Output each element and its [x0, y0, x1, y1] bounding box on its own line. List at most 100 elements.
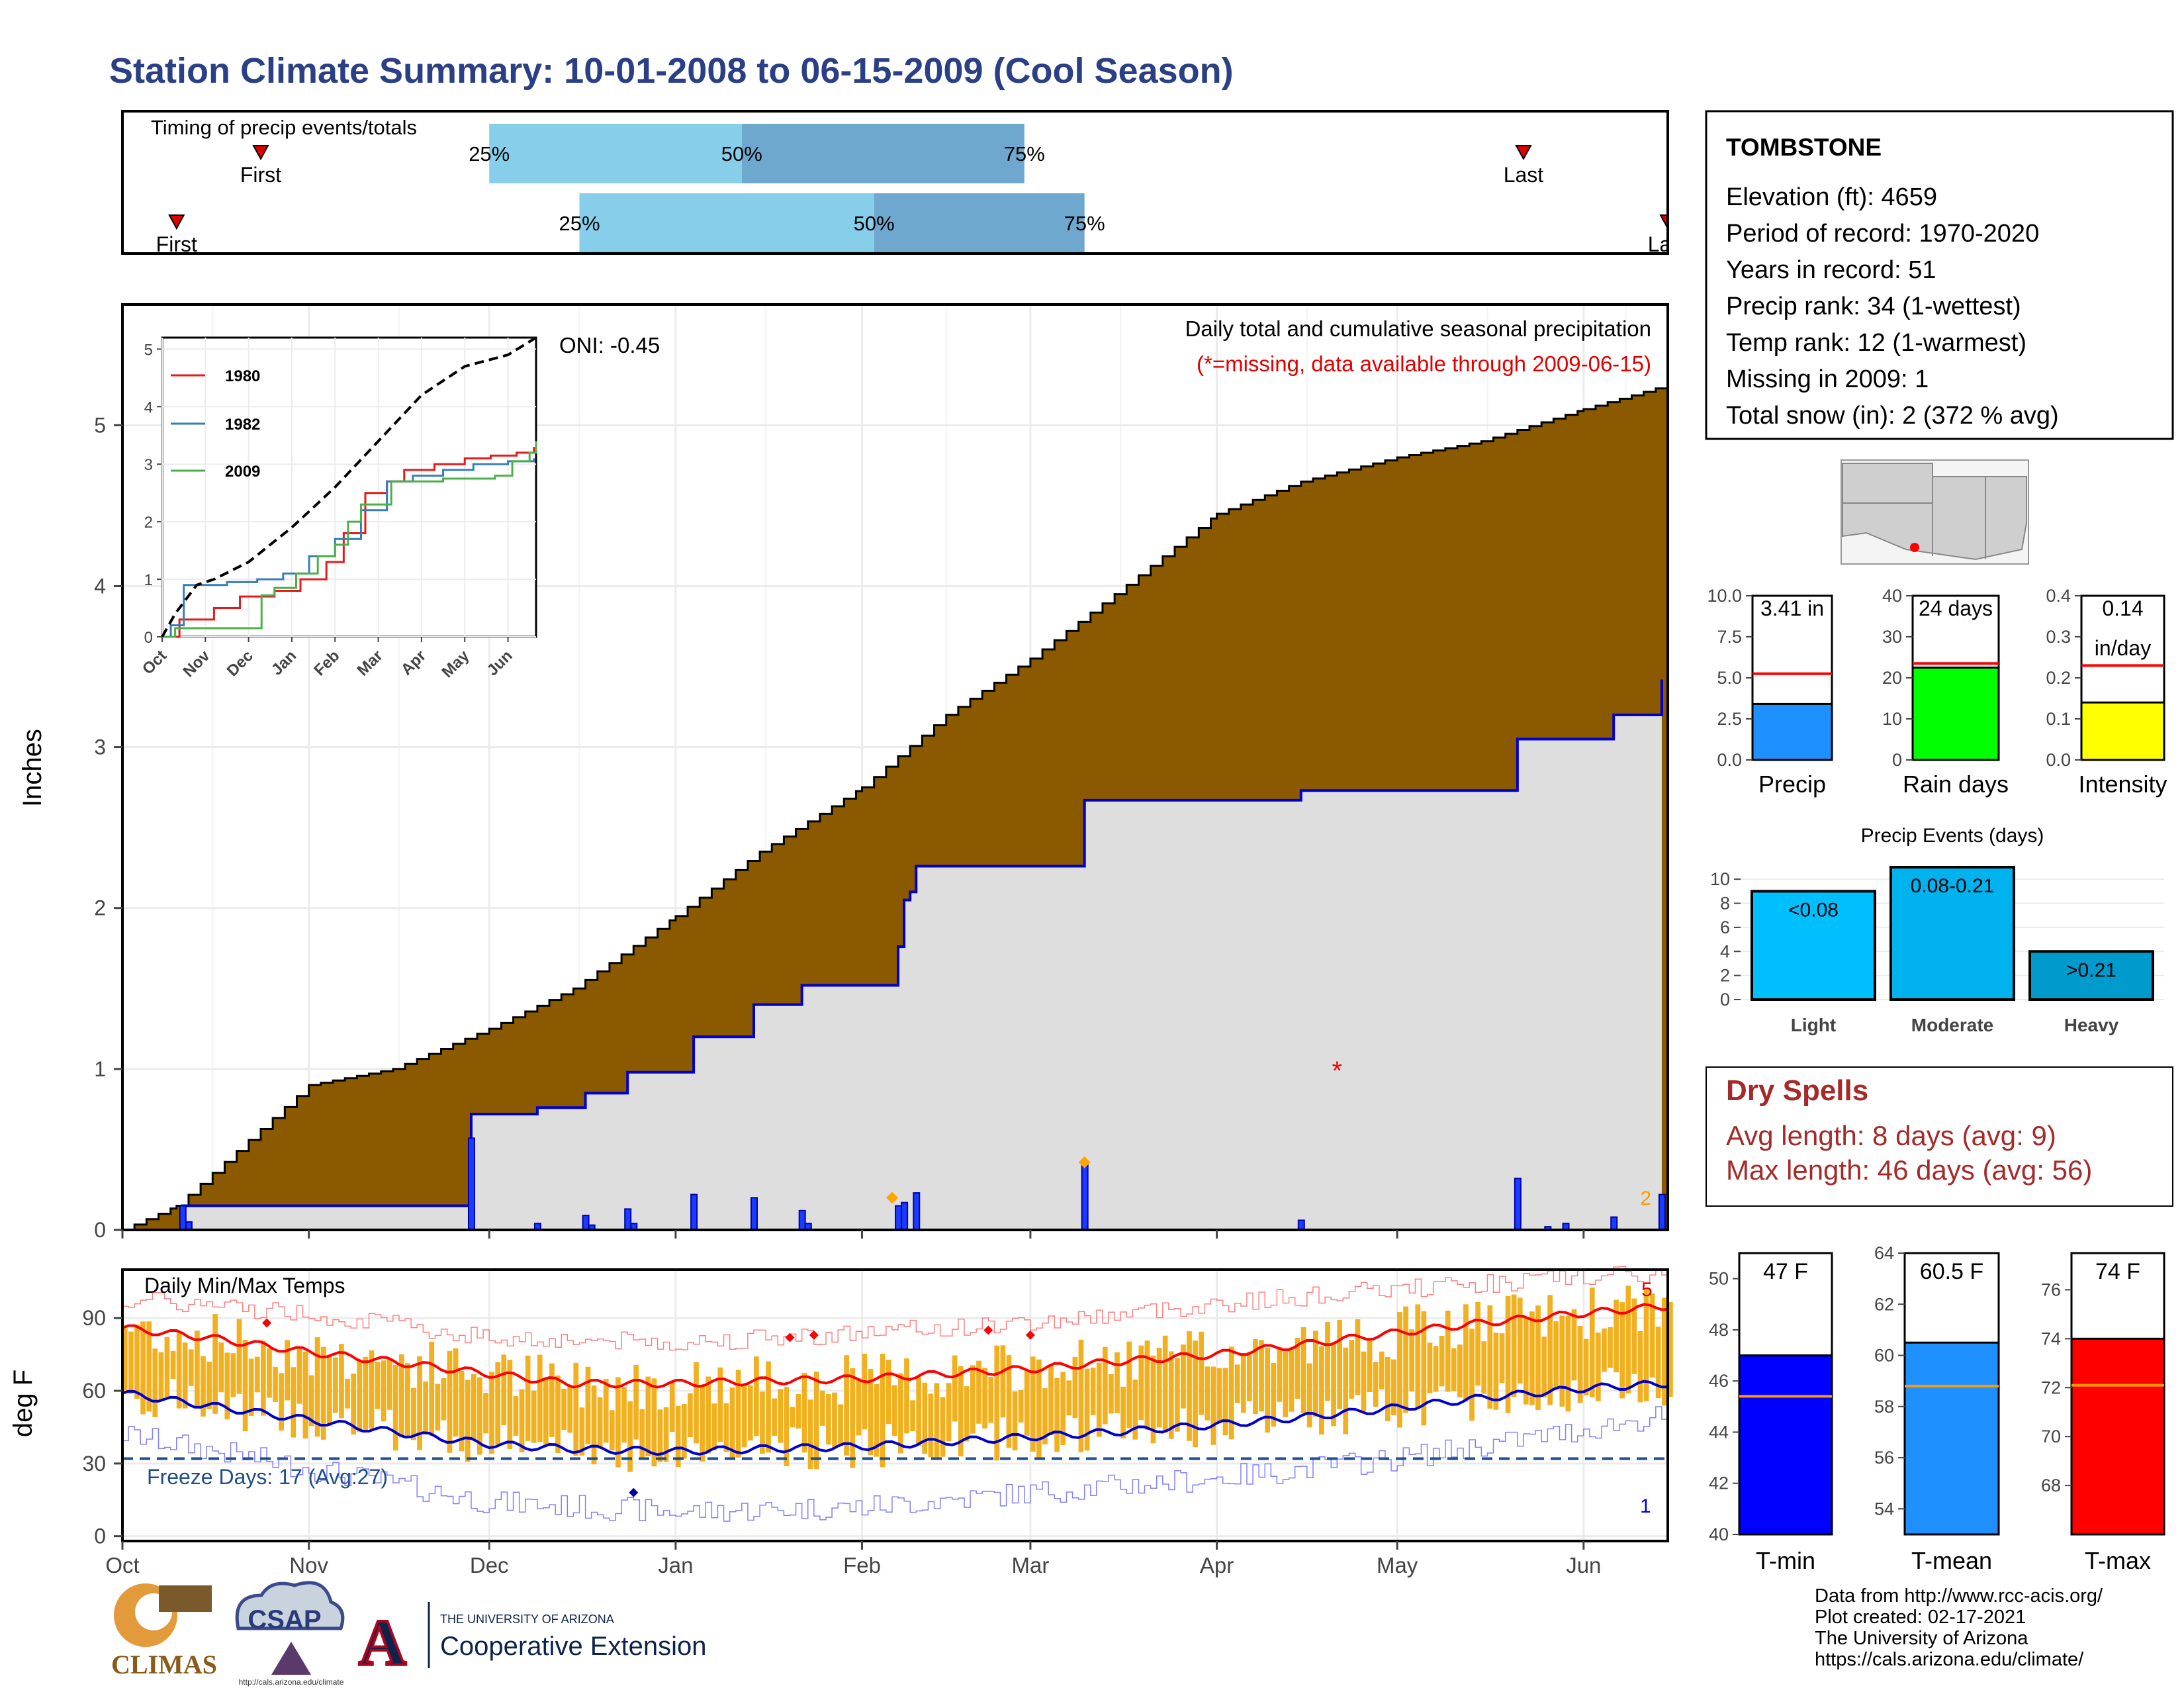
credit-line-1: Data from http://www.rcc-acis.org/	[1815, 1585, 2103, 1607]
daily-temp-bar	[790, 1407, 796, 1428]
daily-temp-bar	[339, 1344, 344, 1419]
daily-precip-bar	[1514, 1178, 1522, 1231]
daily-temp-bar	[549, 1363, 555, 1437]
daily-temp-bar	[170, 1350, 176, 1380]
daily-temp-bar	[267, 1348, 272, 1398]
daily-temp-bar	[1144, 1340, 1150, 1430]
station-info-line: Missing in 2009: 1	[1726, 365, 1929, 393]
temp-summary-t-max-tick-label: 76	[2041, 1280, 2061, 1299]
daily-temp-bar	[1655, 1327, 1661, 1399]
daily-temp-bar	[735, 1370, 741, 1458]
daily-temp-bar	[832, 1392, 837, 1449]
daily-temp-bar	[1156, 1348, 1162, 1428]
timing-label-25: 25%	[559, 212, 600, 235]
daily-temp-bar	[1234, 1364, 1240, 1403]
daily-temp-bar	[345, 1378, 350, 1409]
daily-temp-bar	[1343, 1347, 1349, 1434]
temp-x-tick-label: Dec	[470, 1553, 509, 1577]
station-name: TOMBSTONE	[1726, 134, 1882, 161]
daily-temp-bar	[218, 1342, 224, 1393]
daily-temp-bar	[711, 1403, 717, 1451]
daily-temp-bar	[1240, 1352, 1246, 1413]
daily-temp-bar	[242, 1339, 248, 1432]
daily-temp-bar	[453, 1348, 459, 1437]
dry-spells-avg: Avg length: 8 days (avg: 9)	[1726, 1120, 2056, 1151]
daily-temp-bar	[1415, 1304, 1421, 1409]
daily-temp-bar	[904, 1358, 909, 1434]
daily-temp-bar	[212, 1314, 218, 1414]
daily-temp-bar	[844, 1355, 849, 1456]
daily-temp-bar	[1439, 1335, 1445, 1387]
daily-temp-bar	[1283, 1351, 1289, 1417]
daily-temp-bar	[543, 1377, 549, 1444]
timing-last-label: Last	[1504, 163, 1544, 187]
daily-temp-bar	[483, 1393, 488, 1434]
daily-temp-bar	[645, 1376, 651, 1457]
season-rain-days-tick-label: 10	[1882, 709, 1902, 729]
timing-label-50: 50%	[721, 142, 762, 165]
daily-temp-bar	[1565, 1315, 1571, 1412]
events-bar-value: 0.08-0.21	[1911, 875, 1995, 897]
daily-precip-bar	[179, 1205, 187, 1231]
daily-precip-bar	[467, 1137, 475, 1231]
daily-temp-bar	[1433, 1346, 1439, 1392]
temp-x-tick-label: May	[1377, 1553, 1418, 1577]
daily-temp-bar	[1559, 1315, 1565, 1407]
daily-temp-bar	[801, 1373, 807, 1453]
temp-summary-t-mean-tick-label: 60	[1874, 1346, 1894, 1366]
daily-temp-bar	[279, 1373, 284, 1431]
events-tick-label: 2	[1720, 966, 1730, 986]
daily-temp-bar	[1247, 1352, 1252, 1401]
daily-temp-bar	[1367, 1338, 1373, 1393]
daily-temp-bar	[916, 1377, 922, 1446]
dry-spells-box: Dry Spells Avg length: 8 days (avg: 9) M…	[1706, 1066, 2173, 1207]
timing-first-label: First	[156, 232, 197, 256]
temp-summary-t-max-tick-label: 74	[2041, 1329, 2061, 1348]
temp-summary-t-min-tick-label: 50	[1709, 1269, 1729, 1289]
temp-panel: Daily Min/Max Temps Freeze Days: 17 (Avg…	[9, 1266, 1673, 1577]
daily-precip-bar	[1610, 1216, 1618, 1231]
daily-precip-bar	[901, 1201, 909, 1231]
daily-temp-bar	[273, 1366, 278, 1402]
daily-temp-bar	[946, 1383, 952, 1442]
daily-temp-bar	[1210, 1366, 1216, 1445]
season-value-label: 0.14	[2102, 596, 2143, 620]
daily-temp-bar	[176, 1331, 182, 1409]
daily-temp-bar	[1259, 1340, 1264, 1412]
inset-chart-frame	[161, 336, 537, 638]
daily-temp-bar	[760, 1391, 765, 1454]
temp-summary-t-mean-tick-label: 56	[1874, 1448, 1894, 1468]
events-category-label: Heavy	[2064, 1015, 2119, 1035]
inset-legend-label: 1980	[225, 367, 260, 385]
ua-a-icon: A	[359, 1606, 406, 1679]
daily-temp-bar	[681, 1403, 687, 1459]
daily-temp-bar	[429, 1341, 435, 1436]
season-precip-tick-label: 2.5	[1717, 709, 1742, 729]
events-tick-label: 10	[1710, 869, 1730, 889]
events-tick-label: 0	[1720, 990, 1730, 1009]
precip-y-tick-label: 3	[94, 735, 106, 759]
daily-temp-bar	[729, 1387, 735, 1460]
daily-temp-bar	[1018, 1389, 1024, 1423]
daily-temp-bar	[1643, 1288, 1649, 1401]
season-precip-label: Precip	[1758, 771, 1826, 798]
daily-temp-bar	[1373, 1362, 1379, 1407]
daily-precip-bar	[798, 1209, 806, 1231]
daily-temp-bar	[477, 1377, 482, 1455]
events-category-label: Moderate	[1911, 1015, 1993, 1035]
daily-temp-bar	[351, 1374, 356, 1435]
temp-summary-t-max-bar	[2070, 1337, 2165, 1536]
daily-temp-bar	[657, 1409, 663, 1462]
station-info-line: Total snow (in): 2 (372 % avg)	[1726, 402, 2059, 430]
daily-temp-bar	[603, 1379, 609, 1443]
daily-temp-bar	[1090, 1367, 1096, 1415]
daily-temp-bar	[1222, 1368, 1228, 1436]
temp-x-tick-label: Apr	[1200, 1553, 1234, 1577]
temp-y-axis-label: deg F	[9, 1370, 38, 1437]
temp-y-tick-label: 90	[82, 1306, 106, 1330]
timing-bar-50-75	[741, 124, 1024, 183]
daily-temp-bar	[1517, 1297, 1523, 1384]
record-high-marker	[785, 1333, 795, 1342]
daily-temp-bar	[1120, 1386, 1126, 1438]
timing-row-label: Avg	[69, 142, 106, 166]
